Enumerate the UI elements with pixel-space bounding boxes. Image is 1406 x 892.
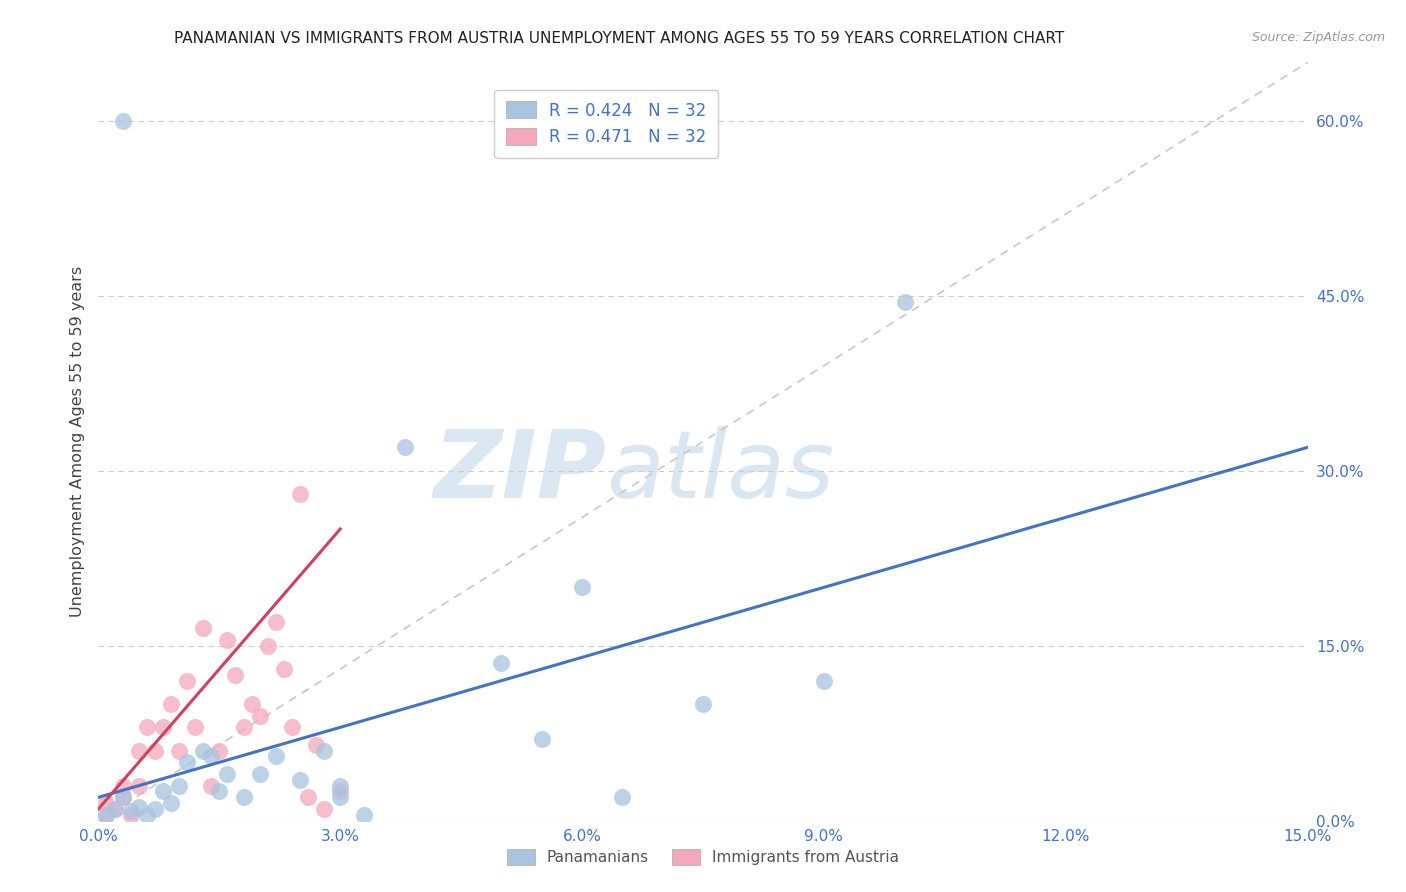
Point <box>111 779 134 793</box>
Point <box>167 744 190 758</box>
Point <box>264 615 287 630</box>
Point <box>152 720 174 734</box>
Point <box>232 720 254 734</box>
Legend: Panamanians, Immigrants from Austria: Panamanians, Immigrants from Austria <box>501 843 905 871</box>
Point <box>143 744 166 758</box>
Point <box>893 294 915 309</box>
Point <box>273 662 295 676</box>
Point <box>128 779 150 793</box>
Point <box>96 807 118 822</box>
Point <box>813 673 835 688</box>
Point <box>281 720 304 734</box>
Point <box>232 790 254 805</box>
Point <box>135 720 157 734</box>
Point <box>353 807 375 822</box>
Point <box>160 697 183 711</box>
Point <box>329 790 352 805</box>
Point <box>314 744 336 758</box>
Point <box>224 668 246 682</box>
Point <box>135 807 157 822</box>
Point <box>256 639 278 653</box>
Point <box>111 790 134 805</box>
Point <box>176 756 198 770</box>
Point <box>128 744 150 758</box>
Point <box>249 767 271 781</box>
Point <box>96 807 118 822</box>
Point <box>329 784 352 798</box>
Point <box>152 784 174 798</box>
Point <box>264 749 287 764</box>
Text: Source: ZipAtlas.com: Source: ZipAtlas.com <box>1251 31 1385 45</box>
Point <box>314 802 336 816</box>
Point <box>176 673 198 688</box>
Text: PANAMANIAN VS IMMIGRANTS FROM AUSTRIA UNEMPLOYMENT AMONG AGES 55 TO 59 YEARS COR: PANAMANIAN VS IMMIGRANTS FROM AUSTRIA UN… <box>173 31 1064 46</box>
Point <box>208 784 231 798</box>
Point <box>200 779 222 793</box>
Point <box>167 779 190 793</box>
Point <box>103 802 125 816</box>
Point <box>128 799 150 814</box>
Point <box>530 731 553 746</box>
Point <box>193 744 215 758</box>
Point <box>288 487 311 501</box>
Point <box>297 790 319 805</box>
Point <box>491 656 513 670</box>
Y-axis label: Unemployment Among Ages 55 to 59 years: Unemployment Among Ages 55 to 59 years <box>69 266 84 617</box>
Point <box>111 790 134 805</box>
Point <box>103 802 125 816</box>
Point <box>217 767 239 781</box>
Point <box>240 697 263 711</box>
Point <box>612 790 634 805</box>
Point <box>160 796 183 810</box>
Text: ZIP: ZIP <box>433 425 606 518</box>
Point <box>217 632 239 647</box>
Point <box>111 113 134 128</box>
Point <box>249 708 271 723</box>
Point <box>208 744 231 758</box>
Point <box>571 580 593 594</box>
Point <box>288 772 311 787</box>
Point <box>394 441 416 455</box>
Point <box>692 697 714 711</box>
Legend: R = 0.424   N = 32, R = 0.471   N = 32: R = 0.424 N = 32, R = 0.471 N = 32 <box>495 90 718 158</box>
Point <box>184 720 207 734</box>
Point <box>305 738 328 752</box>
Point <box>143 802 166 816</box>
Text: atlas: atlas <box>606 426 835 517</box>
Point <box>193 621 215 635</box>
Point <box>120 805 142 819</box>
Point <box>200 749 222 764</box>
Point <box>120 807 142 822</box>
Point <box>329 779 352 793</box>
Point <box>96 796 118 810</box>
